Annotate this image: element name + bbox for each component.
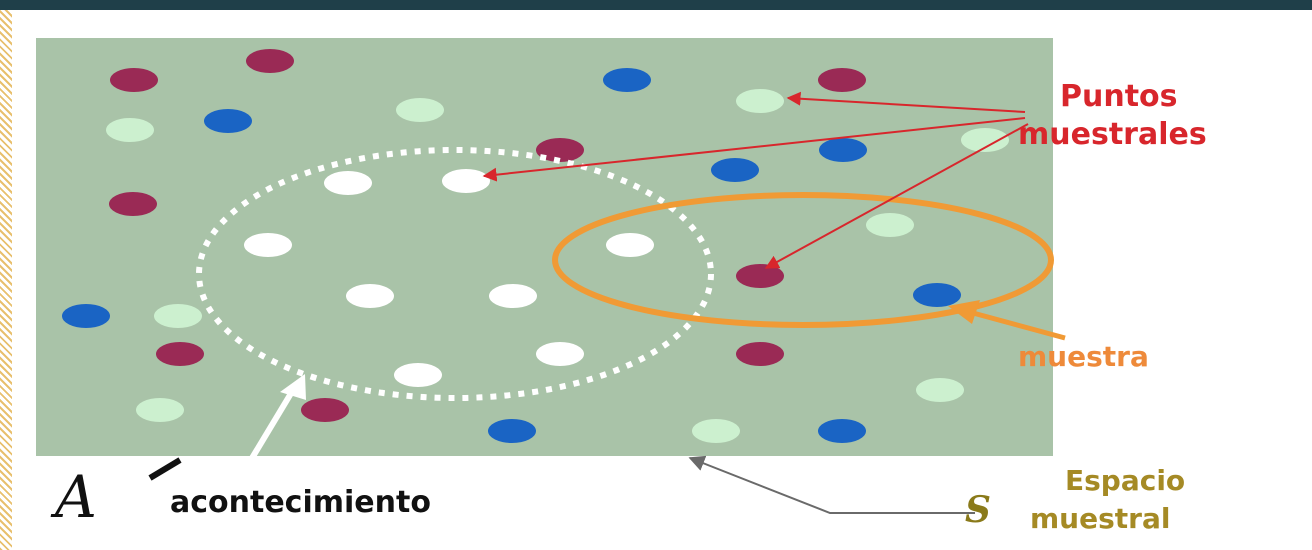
sample-point xyxy=(156,342,204,366)
sample-space-rect xyxy=(36,38,1053,456)
left-border-decoration xyxy=(0,10,12,550)
sample-points-callouts xyxy=(482,91,1029,269)
sample-space-label-line1: Espacio xyxy=(1065,464,1185,497)
sample-point xyxy=(154,304,202,328)
sample-points-group xyxy=(62,49,1009,443)
sample-point xyxy=(106,118,154,142)
sample-point xyxy=(301,398,349,422)
sample-point xyxy=(346,284,394,308)
sample-point xyxy=(396,98,444,122)
sample-point xyxy=(736,89,784,113)
sample-point xyxy=(536,342,584,366)
event-label: acontecimiento xyxy=(170,485,431,520)
sample-point xyxy=(244,233,292,257)
sample-point xyxy=(818,419,866,443)
sample-point xyxy=(324,171,372,195)
sample-point xyxy=(204,109,252,133)
sample-point xyxy=(866,213,914,237)
top-bar xyxy=(0,0,1312,10)
event-arrow xyxy=(237,388,296,480)
callout-line xyxy=(764,123,1029,269)
sample-point xyxy=(536,138,584,162)
event-arrow-head xyxy=(280,374,306,400)
sample-point xyxy=(606,233,654,257)
sample-point xyxy=(736,264,784,288)
sample-point xyxy=(603,68,651,92)
sample-point xyxy=(692,419,740,443)
sample-point xyxy=(246,49,294,73)
sample-point xyxy=(711,158,759,182)
sample-point xyxy=(818,68,866,92)
sample-point xyxy=(819,138,867,162)
sample-point xyxy=(913,283,961,307)
sample-point xyxy=(916,378,964,402)
sample-arrow xyxy=(961,307,1066,341)
callout-line xyxy=(482,117,1026,182)
sample-point xyxy=(110,68,158,92)
sample-point xyxy=(109,192,157,216)
sample-point xyxy=(62,304,110,328)
sample-space-arrow xyxy=(688,455,975,514)
sample-point xyxy=(736,342,784,366)
sample-points-label-line1: Puntos xyxy=(1060,79,1178,114)
sample-arrow-head xyxy=(948,300,980,324)
sample-point xyxy=(489,284,537,308)
sample-point xyxy=(394,363,442,387)
sample-point xyxy=(488,419,536,443)
event-ellipse xyxy=(196,147,714,401)
sample-label: muestra xyxy=(1018,340,1149,373)
callout-line xyxy=(786,91,1026,113)
sample-point xyxy=(442,169,490,193)
sample-points-label-line2: muestrales xyxy=(1018,117,1207,152)
sample-space-symbol: S xyxy=(965,489,991,531)
event-symbol: A xyxy=(50,463,97,531)
sample-space-label-line2: muestral xyxy=(1030,502,1170,535)
event-pointer-stroke xyxy=(148,457,182,481)
sample-point xyxy=(136,398,184,422)
sample-ellipse xyxy=(552,192,1054,328)
sample-point xyxy=(961,128,1009,152)
